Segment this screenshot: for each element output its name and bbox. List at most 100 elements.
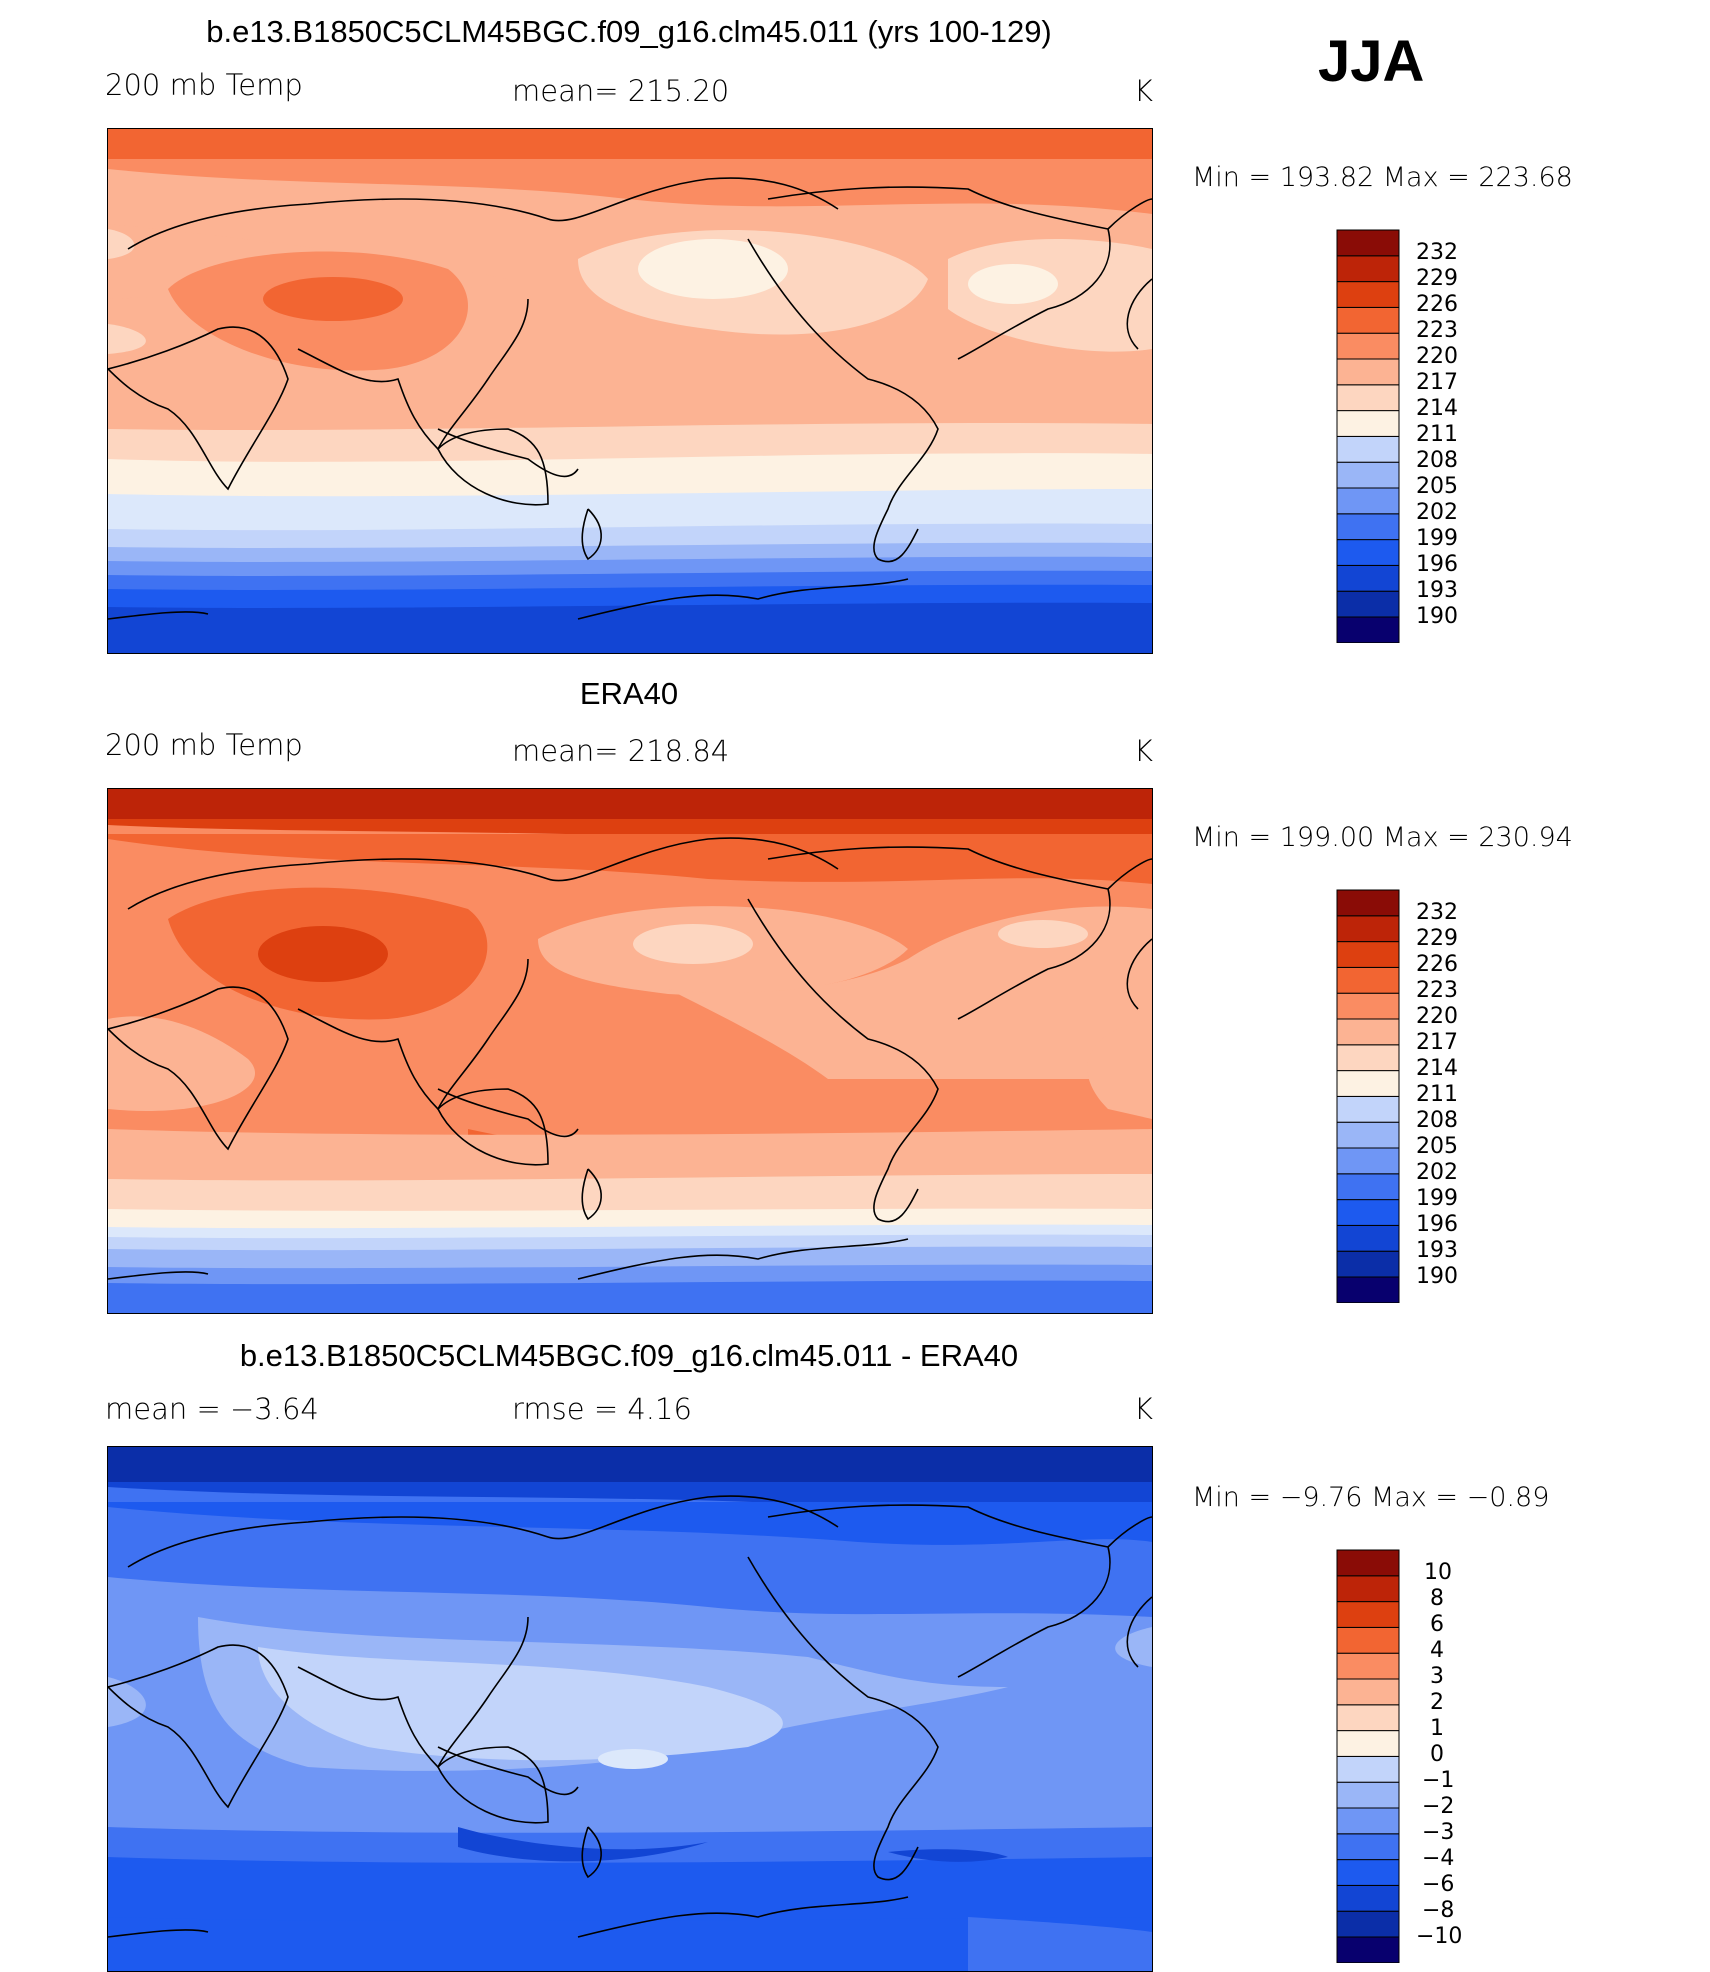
colorbar-box xyxy=(1336,1121,1400,1149)
colorbar-box xyxy=(1336,410,1400,437)
colorbar-box xyxy=(1336,1884,1400,1912)
colorbar-box xyxy=(1336,1018,1400,1046)
colorbar-tick-label: 220 xyxy=(1416,1004,1458,1029)
panel-2-variable-label: 200 mb Temp xyxy=(105,728,303,762)
panel-3-mean-label: mean = −3.64 xyxy=(105,1392,319,1426)
colorbar-tick-label: −8 xyxy=(1422,1898,1455,1923)
colorbar-box xyxy=(1336,539,1400,566)
colorbar-tick-label: 217 xyxy=(1416,1030,1458,1055)
colorbar-tick-label: 193 xyxy=(1416,1238,1458,1263)
colorbar-tick-label: 232 xyxy=(1416,900,1458,925)
colorbar-tick-label: 223 xyxy=(1416,318,1458,343)
panel-1-variable-label: 200 mb Temp xyxy=(105,68,303,102)
colorbar-box xyxy=(1336,1549,1400,1577)
panel-1-mean-label: mean= 215.20 xyxy=(512,74,730,108)
colorbar-tick-label: 202 xyxy=(1416,500,1458,525)
colorbar-box xyxy=(1336,1781,1400,1809)
colorbar-tick-label: 223 xyxy=(1416,978,1458,1003)
panel-2-units: K xyxy=(1134,734,1154,768)
colorbar-tick-label: 211 xyxy=(1416,1082,1458,1107)
colorbar-box xyxy=(1336,1070,1400,1097)
panel-2-title: ERA40 xyxy=(579,676,679,711)
colorbar-box xyxy=(1336,915,1400,943)
colorbar-tick-label: 202 xyxy=(1416,1160,1458,1185)
colorbar-box xyxy=(1336,513,1400,541)
colorbar-tick-label: 232 xyxy=(1416,240,1458,265)
colorbar-tick-label: 3 xyxy=(1430,1664,1444,1689)
colorbar-tick-label: 217 xyxy=(1416,370,1458,395)
colorbar-tick-label: 214 xyxy=(1416,396,1458,421)
colorbar-box xyxy=(1336,1276,1400,1303)
colorbar-tick-label: 190 xyxy=(1416,604,1458,629)
colorbar-tick-label: 199 xyxy=(1416,526,1458,551)
panel-3-colorbar xyxy=(1336,1549,1400,1963)
colorbar-box xyxy=(1336,1704,1400,1732)
panel-3-rmse-label: rmse = 4.16 xyxy=(512,1392,692,1426)
colorbar-tick-label: 10 xyxy=(1424,1560,1452,1585)
colorbar-box xyxy=(1336,590,1400,618)
colorbar-box xyxy=(1336,941,1400,968)
colorbar-box xyxy=(1336,966,1400,994)
colorbar-tick-label: 214 xyxy=(1416,1056,1458,1081)
colorbar-box xyxy=(1336,1199,1400,1226)
colorbar-box xyxy=(1336,332,1400,360)
panel-3-title: b.e13.B1850C5CLM45BGC.f09_g16.clm45.011 … xyxy=(239,1338,1019,1373)
colorbar-tick-label: 226 xyxy=(1416,952,1458,977)
panel-3-units: K xyxy=(1134,1392,1154,1426)
colorbar-box xyxy=(1336,487,1400,515)
colorbar-box xyxy=(1336,255,1400,283)
colorbar-tick-label: 0 xyxy=(1430,1742,1444,1767)
colorbar-tick-label: 205 xyxy=(1416,1134,1458,1159)
colorbar-box xyxy=(1336,306,1400,334)
colorbar-tick-label: 229 xyxy=(1416,926,1458,951)
colorbar-tick-label: −4 xyxy=(1422,1846,1455,1871)
colorbar-box xyxy=(1336,384,1400,412)
colorbar-box xyxy=(1336,461,1400,489)
colorbar-box xyxy=(1336,1807,1400,1835)
colorbar-box xyxy=(1336,1575,1400,1603)
season-label: JJA xyxy=(1318,29,1425,94)
colorbar-tick-label: 205 xyxy=(1416,474,1458,499)
colorbar-tick-label: 4 xyxy=(1430,1638,1444,1663)
panel-3-min-max: Min = −9.76 Max = −0.89 xyxy=(1192,1482,1550,1513)
colorbar-box xyxy=(1336,1626,1400,1654)
colorbar-tick-label: 6 xyxy=(1430,1612,1444,1637)
panel-2-min-max: Min = 199.00 Max = 230.94 xyxy=(1192,822,1573,853)
colorbar-box xyxy=(1336,1652,1400,1680)
colorbar-tick-label: 226 xyxy=(1416,292,1458,317)
panel-1-map xyxy=(107,128,1153,654)
panel-1-units: K xyxy=(1134,74,1154,108)
colorbar-tick-label: 196 xyxy=(1416,1212,1458,1237)
panel-1-min-max: Min = 193.82 Max = 223.68 xyxy=(1192,162,1573,193)
panel-2-colorbar xyxy=(1336,889,1400,1303)
colorbar-tick-label: 208 xyxy=(1416,1108,1458,1133)
colorbar-box xyxy=(1336,992,1400,1020)
colorbar-tick-label: 229 xyxy=(1416,266,1458,291)
panel-3-map xyxy=(107,1446,1153,1972)
colorbar-box xyxy=(1336,1250,1400,1278)
panel-2-map xyxy=(107,788,1153,1314)
colorbar-box xyxy=(1336,281,1400,308)
colorbar-box xyxy=(1336,1601,1400,1628)
colorbar-box xyxy=(1336,1730,1400,1757)
colorbar-box xyxy=(1336,229,1400,257)
colorbar-tick-label: −6 xyxy=(1422,1872,1455,1897)
colorbar-tick-label: 190 xyxy=(1416,1264,1458,1289)
colorbar-box xyxy=(1336,1936,1400,1963)
panel-2-mean-label: mean= 218.84 xyxy=(512,734,730,768)
colorbar-tick-label: 8 xyxy=(1430,1586,1444,1611)
colorbar-box xyxy=(1336,1095,1400,1123)
colorbar-tick-label: 2 xyxy=(1430,1690,1444,1715)
colorbar-box xyxy=(1336,1755,1400,1783)
colorbar-tick-label: 193 xyxy=(1416,578,1458,603)
colorbar-box xyxy=(1336,1044,1400,1072)
colorbar-box xyxy=(1336,1910,1400,1938)
panel-1-title: b.e13.B1850C5CLM45BGC.f09_g16.clm45.011 … xyxy=(206,14,1052,49)
colorbar-box xyxy=(1336,1224,1400,1252)
panel-1-colorbar xyxy=(1336,229,1400,643)
colorbar-box xyxy=(1336,435,1400,463)
colorbar-tick-label: 199 xyxy=(1416,1186,1458,1211)
colorbar-tick-label: 220 xyxy=(1416,344,1458,369)
colorbar-tick-label: −1 xyxy=(1422,1768,1455,1793)
colorbar-box xyxy=(1336,1833,1400,1861)
